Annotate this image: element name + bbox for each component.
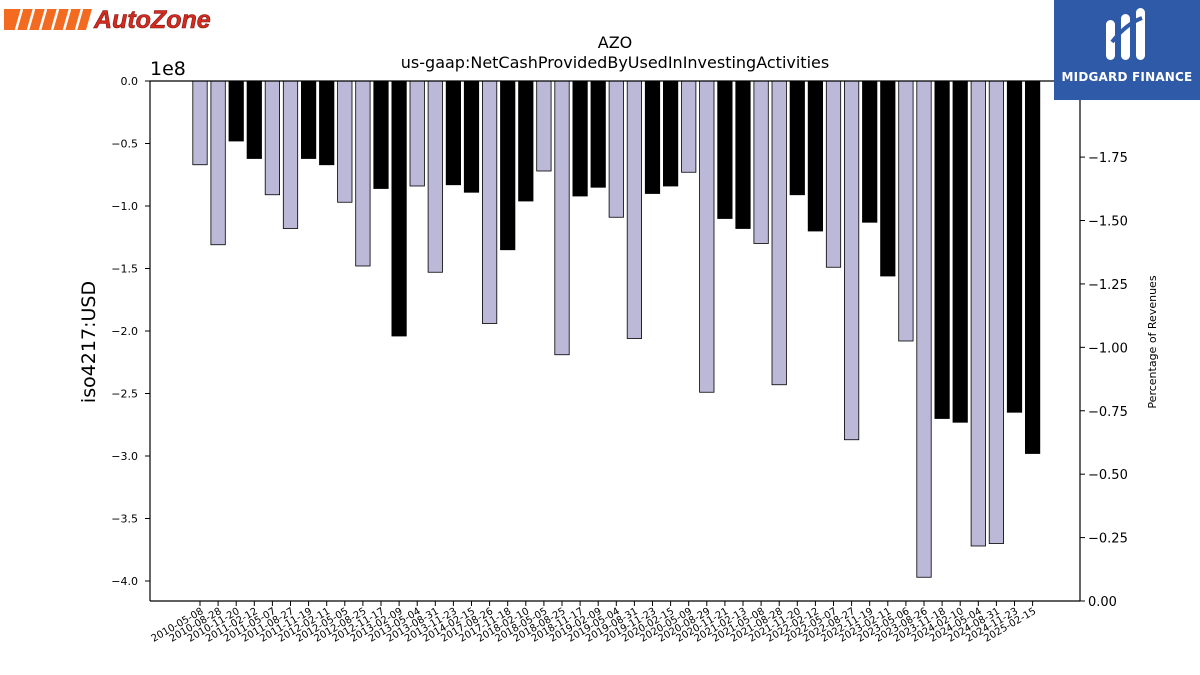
autozone-logo: AutoZone bbox=[4, 4, 234, 34]
bar bbox=[771, 80, 787, 386]
y-tick-label: −3.0 bbox=[111, 450, 138, 463]
bar bbox=[409, 80, 425, 187]
bar bbox=[898, 80, 914, 342]
midgard-logo-text: MIDGARD FINANCE bbox=[1061, 70, 1193, 84]
y-tick-label: −1.5 bbox=[111, 263, 138, 276]
bar bbox=[681, 80, 697, 173]
bar bbox=[1025, 80, 1041, 454]
autozone-logo-text: AutoZone bbox=[93, 6, 211, 34]
bar bbox=[282, 80, 299, 229]
bar bbox=[717, 80, 733, 219]
y2-tick-label: −0.75 bbox=[1088, 405, 1128, 420]
y-scale-label: 1e8 bbox=[150, 58, 186, 80]
bar bbox=[644, 80, 661, 194]
bar bbox=[825, 80, 842, 268]
bar bbox=[300, 80, 317, 159]
bar bbox=[500, 80, 516, 251]
bar bbox=[916, 80, 932, 578]
bar bbox=[807, 80, 824, 232]
y2-axis-label: Percentage of Revenues bbox=[1146, 275, 1159, 408]
midgard-emblem-icon bbox=[1106, 8, 1145, 60]
y2-tick-label: −1.25 bbox=[1088, 278, 1128, 293]
bar bbox=[337, 80, 353, 203]
bar bbox=[970, 80, 986, 547]
bar bbox=[626, 80, 643, 339]
bar bbox=[319, 80, 335, 166]
chart-title: AZO bbox=[598, 33, 633, 52]
bar bbox=[373, 80, 389, 189]
bar bbox=[862, 80, 878, 223]
axes-group: 0.0 −0.5 −1.0 −1.5 −2.0 −2.5 −3.0 −3.5 −4.0 0.00 −… bbox=[111, 75, 1128, 645]
bar bbox=[210, 80, 226, 246]
y2-tick-label: −0.50 bbox=[1088, 468, 1128, 483]
bar bbox=[427, 80, 443, 273]
y-axis-label: iso4217:USD bbox=[78, 281, 100, 403]
bar bbox=[228, 80, 244, 142]
bar bbox=[481, 80, 498, 324]
bar bbox=[735, 80, 751, 229]
bar bbox=[663, 80, 679, 187]
bar bbox=[264, 80, 281, 196]
y2-tick-label: −1.00 bbox=[1088, 341, 1128, 356]
bar bbox=[554, 80, 570, 356]
bar bbox=[880, 80, 896, 277]
y-tick-label: 0.0 bbox=[121, 75, 139, 88]
y2-tick-label: −1.75 bbox=[1088, 151, 1128, 166]
midgard-finance-logo: MIDGARD FINANCE bbox=[1054, 0, 1200, 100]
bar bbox=[572, 80, 588, 197]
y-tick-label: −4.0 bbox=[111, 575, 138, 588]
bar bbox=[445, 80, 462, 186]
y2-tick-label: 0.00 bbox=[1088, 595, 1117, 610]
bar bbox=[355, 80, 371, 267]
y-tick-label: −0.5 bbox=[111, 138, 138, 151]
bar bbox=[988, 80, 1005, 544]
y-tick-label: −3.5 bbox=[111, 513, 138, 526]
bar bbox=[952, 80, 968, 423]
bar bbox=[192, 80, 208, 166]
y-tick-label: −2.0 bbox=[111, 325, 138, 338]
y2-tick-label: −0.25 bbox=[1088, 532, 1128, 547]
bar bbox=[1006, 80, 1023, 413]
bar bbox=[463, 80, 480, 193]
bar bbox=[789, 80, 805, 196]
autozone-stripes-icon bbox=[4, 8, 92, 31]
bar bbox=[590, 80, 606, 188]
y2-tick-label: −1.50 bbox=[1088, 215, 1128, 230]
chart-subtitle: us-gaap:NetCashProvidedByUsedInInvesting… bbox=[401, 53, 829, 72]
bar bbox=[518, 80, 534, 202]
y-tick-label: −1.0 bbox=[111, 200, 138, 213]
bar bbox=[536, 80, 552, 172]
bar bbox=[391, 80, 407, 337]
bar bbox=[934, 80, 950, 419]
bar bbox=[246, 80, 262, 159]
bar bbox=[753, 80, 769, 244]
bar bbox=[608, 80, 624, 218]
bar bbox=[844, 80, 860, 441]
bar bbox=[699, 80, 715, 393]
y-tick-label: −2.5 bbox=[111, 388, 138, 401]
bars-group bbox=[192, 80, 1041, 578]
